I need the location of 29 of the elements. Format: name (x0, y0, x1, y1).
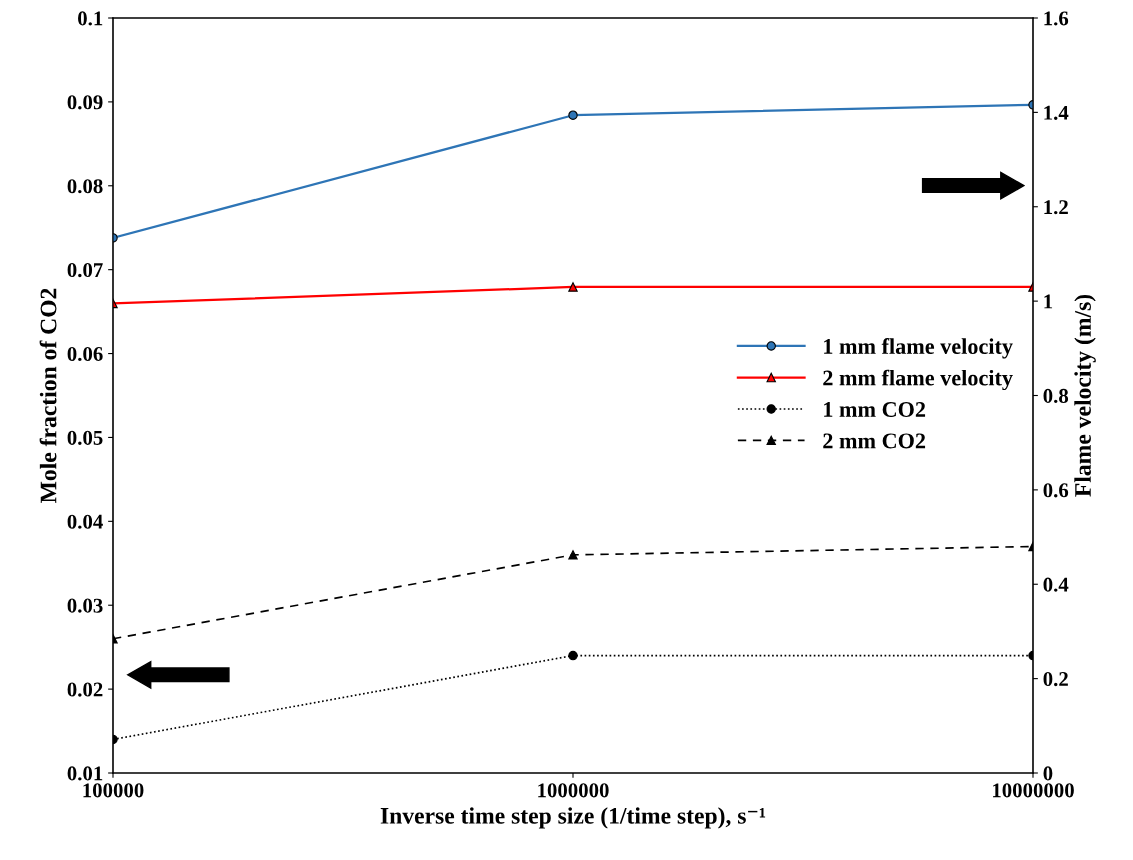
y2-tick-label: 0.2 (1043, 672, 1068, 687)
y-tick-label: 0.05 (67, 430, 103, 445)
legend-label: 1 mm CO2 (824, 402, 926, 417)
y2-tick-label: 0.8 (1043, 388, 1069, 404)
y-tick-label: 0.02 (67, 682, 103, 697)
x-tick-label: 1000000 (538, 783, 609, 798)
y2-tick-label: 0.4 (1043, 577, 1069, 592)
y2-tick-label: 0 (1043, 766, 1053, 781)
y-tick-label: 0.07 (67, 263, 103, 278)
legend-label: 2 mm CO2 (823, 433, 926, 449)
y-tick-label: 0.09 (67, 95, 103, 110)
y-tick-label: 0.06 (67, 346, 103, 362)
y2-tick-label: 1 (1044, 294, 1053, 309)
x-axis-title: Inverse time step size (1/time step), s⁻¹ (380, 807, 766, 829)
y2-tick-label: 1.6 (1044, 11, 1069, 26)
y-tick-label: 0.01 (67, 766, 103, 781)
legend-label: 1 mm flame velocity (824, 338, 1013, 359)
legend-label: 2 mm flame velocity (823, 369, 1013, 391)
x-tick-label: 10000000 (993, 783, 1074, 798)
y2-tick-label: 0.6 (1043, 483, 1069, 498)
y-tick-label: 0.1 (78, 11, 103, 26)
y-tick-label: 0.04 (67, 514, 103, 529)
y-tick-label: 0.08 (67, 179, 103, 194)
y2-tick-label: 1.2 (1044, 200, 1068, 215)
y-tick-label: 0.03 (67, 598, 103, 613)
y2-axis-title: Flame velocity (m/s) (1074, 294, 1096, 497)
y-axis-title: Mole fraction of CO2 (39, 288, 57, 503)
x-tick-label: 100000 (83, 783, 144, 798)
y2-tick-label: 1.4 (1044, 105, 1069, 120)
